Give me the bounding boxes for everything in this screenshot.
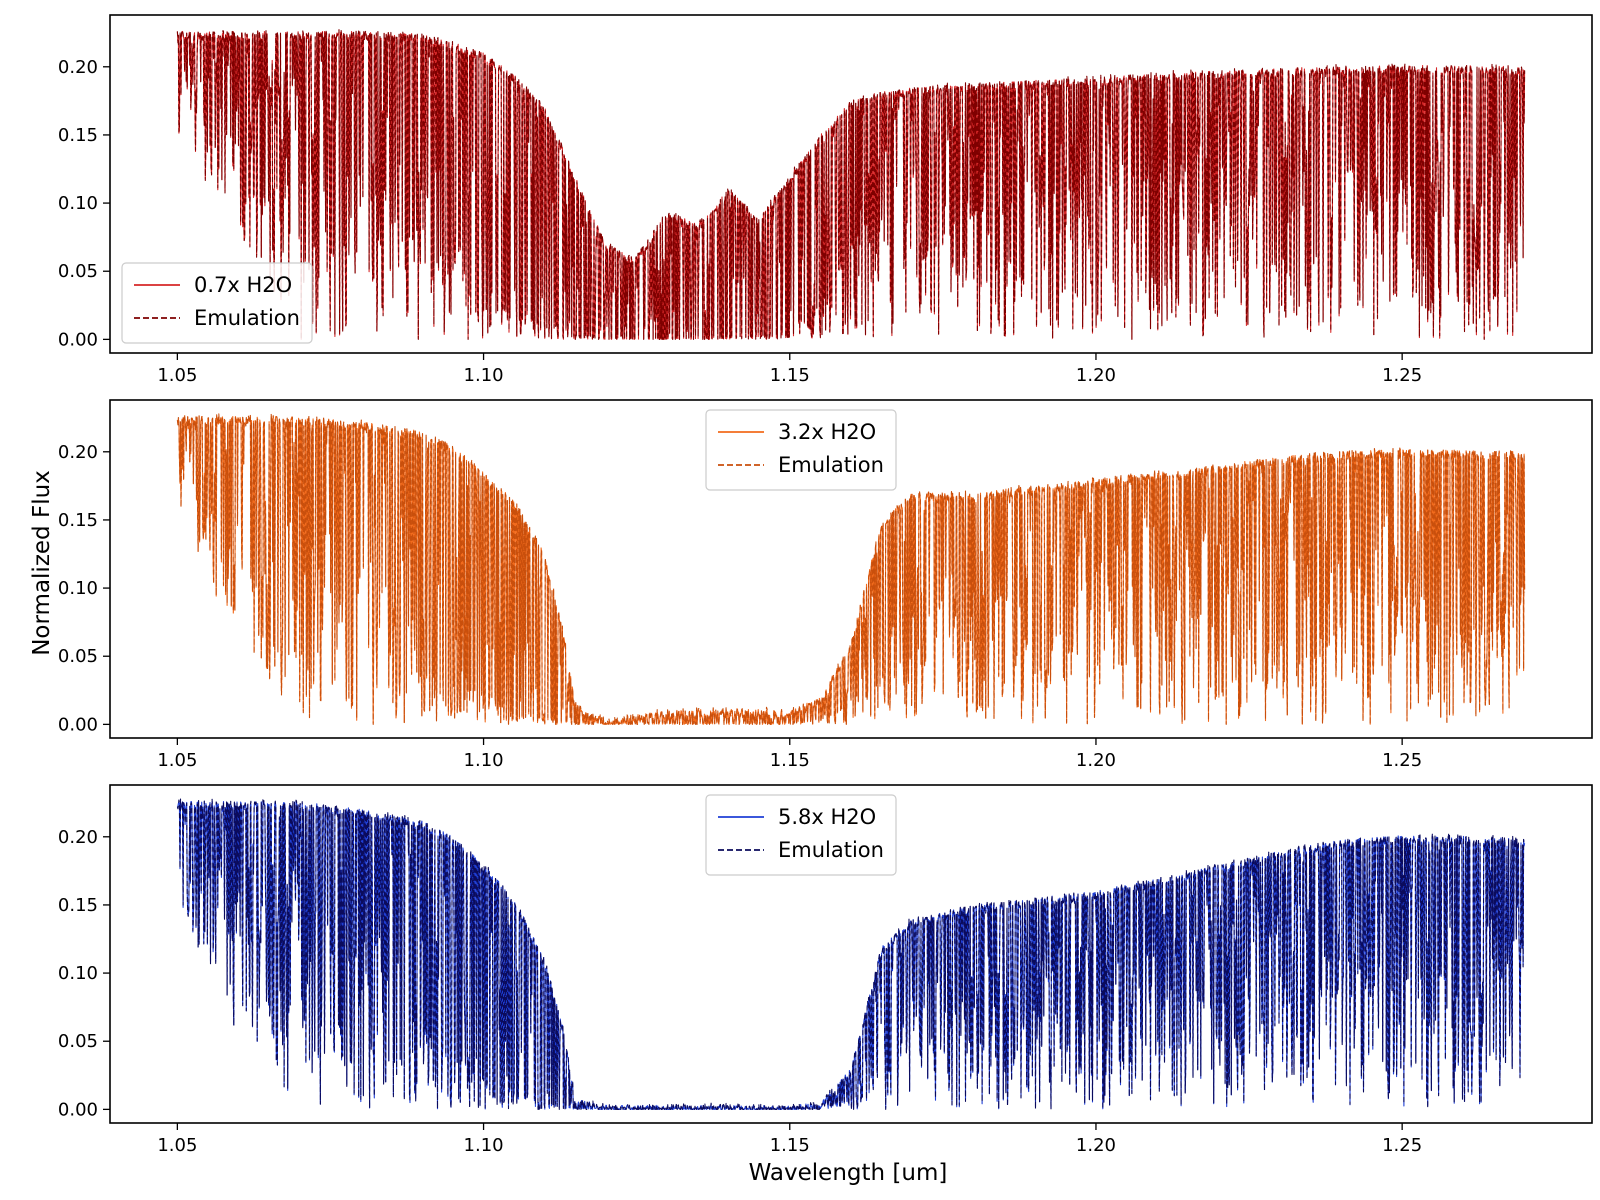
series-line-3-emulation [176,798,1525,1110]
x-tick-label: 1.15 [770,750,810,771]
legend: 5.8x H2O Emulation [705,794,897,876]
y-tick-label: 0.20 [58,827,98,848]
chart-panel-2: 1.05 1.10 1.15 1.20 1.25 0.00 0.05 0.10 0.15 0.20… [58,399,1593,771]
x-tick-label: 1.15 [770,1135,810,1156]
series-lines [176,798,1526,1110]
x-tick-label: 1.10 [464,750,504,771]
y-tick-label: 0.00 [58,714,98,735]
y-tick-label: 0.15 [58,510,98,531]
series-line-1-emulation [176,29,1526,340]
legend-label: Emulation [194,306,300,330]
x-tick-label: 1.10 [464,1135,504,1156]
panels: 1.05 1.10 1.15 1.20 1.25 0.00 0.05 0.10 0.15 0.20… [58,14,1593,1156]
series-line-2-emulation [176,413,1526,725]
axes-frame [109,784,1593,1124]
y-tick-label: 0.05 [58,1031,98,1052]
legend-box [121,262,313,344]
legend-label: 0.7x H2O [194,273,292,297]
x-tick-label: 1.20 [1076,365,1116,386]
legend: 3.2x H2O Emulation [705,409,897,491]
y-tick-label: 0.00 [58,329,98,350]
x-axis-title: Wavelength [um] [749,1160,948,1186]
series-lines [176,29,1526,340]
legend-box [705,409,897,491]
y-tick-label: 0.20 [58,57,98,78]
y-tick-label: 0.15 [58,895,98,916]
x-tick-label: 1.25 [1382,365,1422,386]
x-tick-label: 1.25 [1382,1135,1422,1156]
y-tick-label: 0.05 [58,261,98,282]
x-tick-label: 1.25 [1382,750,1422,771]
legend-label: 5.8x H2O [778,805,876,829]
y-axis-title: Normalized Flux [29,470,55,656]
chart-panel-3: 1.05 1.10 1.15 1.20 1.25 0.00 0.05 0.10 0.15 0.20… [58,784,1593,1156]
x-tick-label: 1.15 [770,365,810,386]
x-tick-label: 1.05 [157,750,197,771]
y-tick-label: 0.20 [58,442,98,463]
legend-label: Emulation [778,453,884,477]
x-tick-label: 1.05 [157,1135,197,1156]
axes-frame [109,399,1593,739]
axes-frame [109,14,1593,354]
x-tick-label: 1.05 [157,365,197,386]
y-tick-label: 0.15 [58,125,98,146]
y-tick-label: 0.10 [58,578,98,599]
x-tick-label: 1.20 [1076,750,1116,771]
y-tick-label: 0.00 [58,1099,98,1120]
series-lines [176,413,1526,725]
legend-box [705,794,897,876]
y-tick-label: 0.05 [58,646,98,667]
chart-panel-1: 1.05 1.10 1.15 1.20 1.25 0.00 0.05 0.10 0.15 0.20… [58,14,1593,386]
y-tick-label: 0.10 [58,963,98,984]
x-tick-label: 1.20 [1076,1135,1116,1156]
legend-label: 3.2x H2O [778,420,876,444]
x-tick-label: 1.10 [464,365,504,386]
legend: 0.7x H2O Emulation [121,262,313,344]
legend-label: Emulation [778,838,884,862]
y-tick-label: 0.10 [58,193,98,214]
